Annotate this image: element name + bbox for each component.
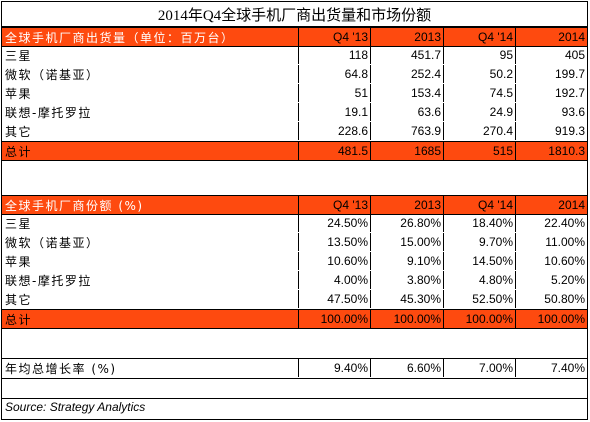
source-note: Source: Strategy Analytics <box>5 400 146 414</box>
cell-value: Q4 '14 <box>444 196 516 214</box>
cell-value: 192.7 <box>554 86 585 100</box>
cell-value: 252.4 <box>371 65 444 83</box>
table-row: 三星 24.50% 26.80% 18.40% 22.40% <box>2 214 587 232</box>
cell-value: 7.40% <box>550 361 585 375</box>
cell-value: 270.4 <box>444 122 516 140</box>
cell-value: Q4 '14 <box>444 28 516 46</box>
cell-value: Q4 '13 <box>299 196 371 214</box>
row-label: 全球手机厂商份额 (%) <box>2 196 299 214</box>
table-row: 微软（诺基亚） 64.8 252.4 50.2 199.7 <box>2 65 587 83</box>
table-row: 联想-摩托罗拉 19.1 63.6 24.9 93.6 <box>2 103 587 121</box>
cell-value: 763.9 <box>371 122 444 140</box>
cell-value: 51 <box>299 84 371 102</box>
cell-value: 74.5 <box>444 84 516 102</box>
cell-value: 4.80% <box>444 271 516 289</box>
cell-value: 50.2 <box>444 65 516 83</box>
cell-value: 2014 <box>558 30 585 44</box>
cell-value: 4.00% <box>299 271 371 289</box>
row-label: 三星 <box>2 46 299 64</box>
table-row: 其它 228.6 763.9 270.4 919.3 <box>2 122 587 140</box>
row-label: 微软（诺基亚） <box>2 65 299 83</box>
table-row: 苹果 51 153.4 74.5 192.7 <box>2 84 587 102</box>
row-label: 其它 <box>2 122 299 140</box>
cell-value: 7.00% <box>444 359 516 377</box>
divider <box>2 398 587 399</box>
cell-value: 10.60% <box>544 254 585 268</box>
share-header-row: 全球手机厂商份额 (%) Q4 '13 2013 Q4 '14 2014 <box>2 195 587 215</box>
cell-value: 9.40% <box>299 359 371 377</box>
cell-value: 6.60% <box>371 359 444 377</box>
row-label: 苹果 <box>2 84 299 102</box>
cell-value: 228.6 <box>299 122 371 140</box>
row-label: 联想-摩托罗拉 <box>2 271 299 289</box>
cell-value: 24.50% <box>299 214 371 232</box>
cell-value: Q4 '13 <box>299 28 371 46</box>
cell-value: 10.60% <box>299 252 371 270</box>
table-row: 微软（诺基亚） 13.50% 15.00% 9.70% 11.00% <box>2 233 587 251</box>
cell-value: 2014 <box>558 198 585 212</box>
cell-value: 1810.3 <box>548 144 585 158</box>
table-row: 联想-摩托罗拉 4.00% 3.80% 4.80% 5.20% <box>2 271 587 289</box>
cell-value: 451.7 <box>371 46 444 64</box>
table-title: 2014年Q4全球手机厂商出货量和市场份额 <box>2 2 587 27</box>
row-label: 苹果 <box>2 252 299 270</box>
table-row: 苹果 10.60% 9.10% 14.50% 10.60% <box>2 252 587 270</box>
row-label: 总计 <box>2 310 299 328</box>
cell-value: 95 <box>444 46 516 64</box>
cell-value: 1685 <box>371 142 444 160</box>
shipments-header-row: 全球手机厂商出货量（单位：百万台） Q4 '13 2013 Q4 '14 2014 <box>2 27 587 47</box>
cell-value: 45.30% <box>371 290 444 308</box>
cell-value: 50.80% <box>544 292 585 306</box>
cell-value: 26.80% <box>371 214 444 232</box>
row-label: 微软（诺基亚） <box>2 233 299 251</box>
cell-value: 100.00% <box>299 310 371 328</box>
row-label: 联想-摩托罗拉 <box>2 103 299 121</box>
cell-value: 9.10% <box>371 252 444 270</box>
cell-value: 13.50% <box>299 233 371 251</box>
cell-value: 199.7 <box>554 67 585 81</box>
cell-value: 2013 <box>371 196 444 214</box>
table-row: 其它 47.50% 45.30% 52.50% 50.80% <box>2 290 587 308</box>
cell-value: 14.50% <box>444 252 516 270</box>
cell-value: 153.4 <box>371 84 444 102</box>
cell-value: 919.3 <box>554 124 585 138</box>
cell-value: 18.40% <box>444 214 516 232</box>
cell-value: 19.1 <box>299 103 371 121</box>
table-row: 三星 118 451.7 95 405 <box>2 46 587 64</box>
cell-value: 515 <box>444 142 516 160</box>
cell-value: 15.00% <box>371 233 444 251</box>
cell-value: 9.70% <box>444 233 516 251</box>
row-label: 年均总增长率 (%) <box>2 359 299 377</box>
cell-value: 481.5 <box>299 142 371 160</box>
cell-value: 100.00% <box>537 312 585 326</box>
cell-value: 93.6 <box>561 105 585 119</box>
cell-value: 22.40% <box>544 216 585 230</box>
cell-value: 47.50% <box>299 290 371 308</box>
cell-value: 64.8 <box>299 65 371 83</box>
row-label: 其它 <box>2 290 299 308</box>
cell-value: 3.80% <box>371 271 444 289</box>
cell-value: 118 <box>299 46 371 64</box>
divider <box>2 378 587 379</box>
row-label: 总计 <box>2 142 299 160</box>
cell-value: 2013 <box>371 28 444 46</box>
cell-value: 52.50% <box>444 290 516 308</box>
cell-value: 405 <box>564 48 585 62</box>
row-label: 三星 <box>2 214 299 232</box>
shipments-total-row: 总计 481.5 1685 515 1810.3 <box>2 141 587 161</box>
divider <box>2 358 587 359</box>
cell-value: 5.20% <box>550 273 585 287</box>
cell-value: 24.9 <box>444 103 516 121</box>
cell-value: 100.00% <box>444 310 516 328</box>
cell-value: 63.6 <box>371 103 444 121</box>
row-label: 全球手机厂商出货量（单位：百万台） <box>2 28 299 46</box>
growth-row: 年均总增长率 (%) 9.40% 6.60% 7.00% 7.40% <box>2 359 587 377</box>
cell-value: 11.00% <box>545 235 585 249</box>
cell-value: 100.00% <box>371 310 444 328</box>
share-total-row: 总计 100.00% 100.00% 100.00% 100.00% <box>2 309 587 329</box>
